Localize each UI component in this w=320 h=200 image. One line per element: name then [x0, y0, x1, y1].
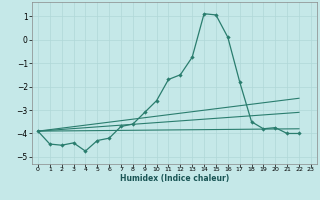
X-axis label: Humidex (Indice chaleur): Humidex (Indice chaleur)	[120, 174, 229, 183]
